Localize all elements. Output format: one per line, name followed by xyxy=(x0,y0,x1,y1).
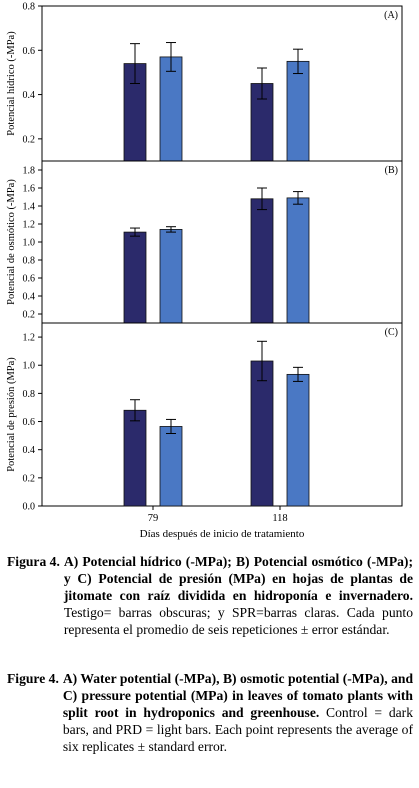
y-tick-label: 0.6 xyxy=(23,46,36,57)
panel-frame xyxy=(41,322,403,507)
caption-spanish-label: Figura 4. xyxy=(7,554,60,569)
caption-english: Figure 4. A) Water potential (-MPa), B) … xyxy=(7,671,413,756)
bar xyxy=(250,360,274,507)
y-tick-label: 0.8 xyxy=(23,256,36,267)
caption-spanish-body: A) Potencial hídrico (-MPa); B) Potencia… xyxy=(64,554,413,639)
y-tick-label: 1.0 xyxy=(23,238,36,249)
y-axis-label: Potencial de osmótico (-MPa) xyxy=(6,179,17,305)
bar xyxy=(286,197,310,324)
y-tick-label: 0.4 xyxy=(23,445,36,456)
panel-frame xyxy=(41,5,403,162)
bar xyxy=(286,373,310,507)
x-tick-label: 79 xyxy=(148,513,159,524)
y-axis-label: Potencial hídrico (-MPa) xyxy=(6,31,17,136)
caption-spanish-bold: A) Potencial hídrico (-MPa); B) Potencia… xyxy=(63,554,413,603)
bar xyxy=(123,231,147,324)
y-tick-label: 0.2 xyxy=(23,310,36,321)
bar xyxy=(159,426,183,507)
y-axis-label: Potencial de presión (MPa) xyxy=(6,357,17,472)
caption-english-bold: A) Water potential (-MPa), B) osmotic po… xyxy=(62,671,413,720)
y-tick-label: 0.2 xyxy=(23,473,36,484)
bar xyxy=(286,60,310,162)
x-axis-label: Días después de inicio de tratamiento xyxy=(140,528,305,540)
panel-frame xyxy=(41,160,403,324)
x-tick-label: 118 xyxy=(272,513,287,524)
y-tick-label: 1.0 xyxy=(23,361,36,372)
y-tick-label: 1.2 xyxy=(23,220,36,231)
figure-chart: 0.2 0.4 0.6 0.8 (A) Potencial hídrico (-MPa) 0… xyxy=(6,2,403,540)
y-tick-label: 0.4 xyxy=(23,292,36,303)
caption-spanish-text: Testigo= barras obscuras; y SPR=barras c… xyxy=(63,604,413,637)
caption-english-label: Figure 4. xyxy=(7,671,59,686)
y-tick-label: 1.4 xyxy=(23,202,36,213)
bar xyxy=(159,228,183,324)
caption-english-text: Control = dark bars, and PRD = light bar… xyxy=(62,704,413,754)
bar xyxy=(159,56,183,162)
bar xyxy=(250,198,274,324)
y-tick-label: 0.2 xyxy=(23,134,36,145)
y-tick-label: 0.0 xyxy=(23,502,36,513)
panel-label: (A) xyxy=(384,10,398,21)
y-tick-label: 0.6 xyxy=(23,417,36,428)
y-tick-label: 0.8 xyxy=(23,2,36,13)
y-tick-label: 1.6 xyxy=(23,184,36,195)
caption-spanish: Figura 4. A) Potencial hídrico (-MPa); B… xyxy=(7,554,413,639)
y-tick-label: 1.2 xyxy=(23,333,36,344)
y-tick-label: 0.4 xyxy=(23,90,36,101)
y-tick-label: 0.8 xyxy=(23,389,36,400)
caption-english-body: A) Water potential (-MPa), B) osmotic po… xyxy=(63,671,413,756)
y-tick-label: 1.8 xyxy=(23,166,36,177)
y-tick-label: 0.6 xyxy=(23,274,36,285)
panel-label: (C) xyxy=(385,327,398,338)
panel-label: (B) xyxy=(385,165,398,176)
bar xyxy=(123,409,147,507)
